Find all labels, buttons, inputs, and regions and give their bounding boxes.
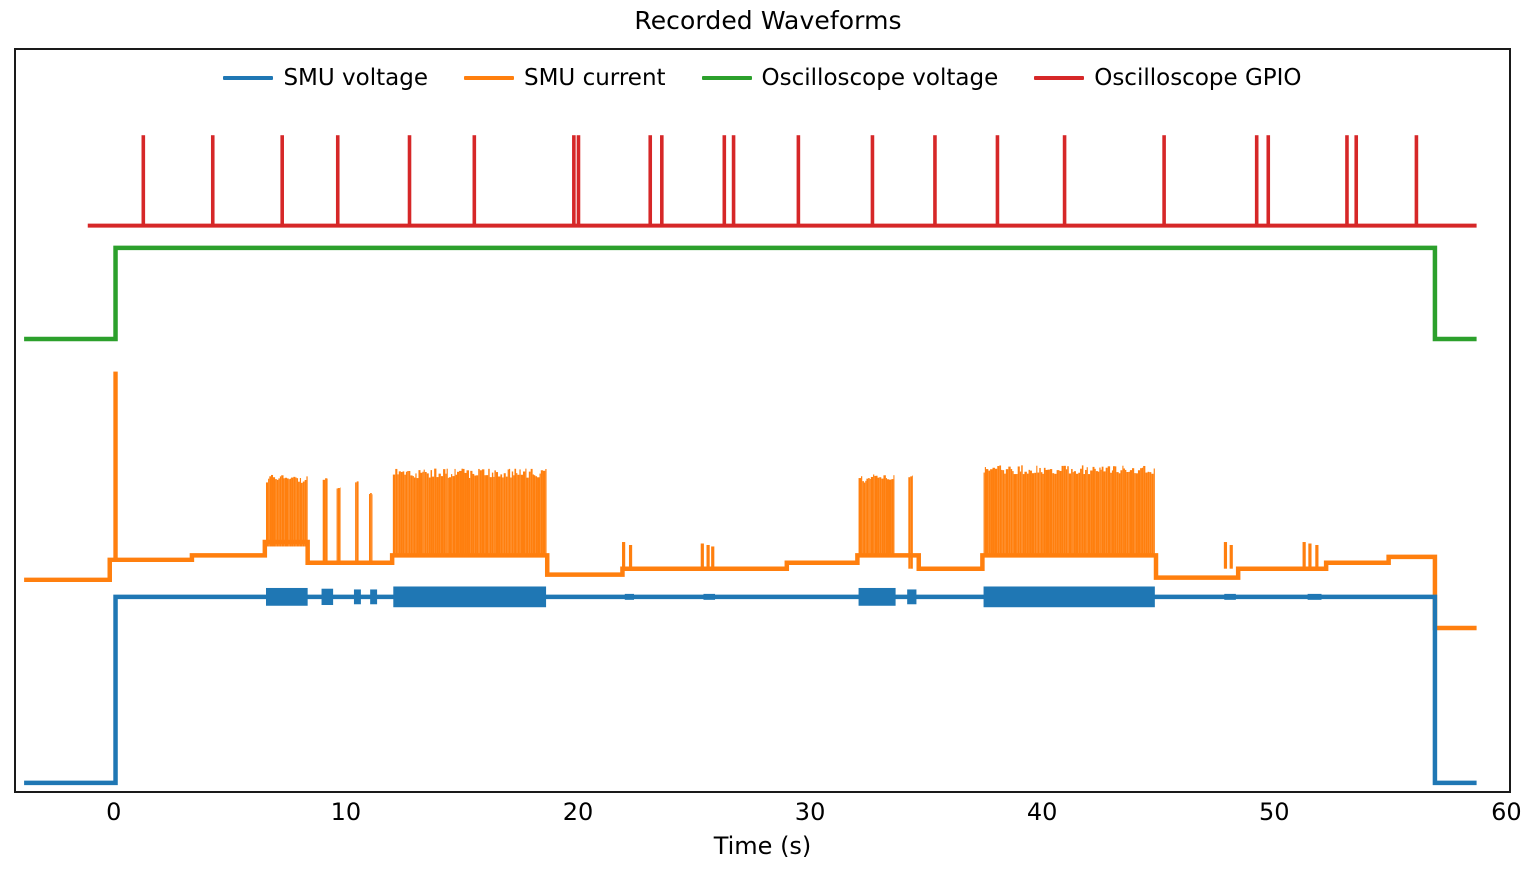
page-title: Recorded Waveforms <box>634 6 902 35</box>
x-tick-40: 40 <box>1026 798 1058 826</box>
x-tick-20: 20 <box>562 798 594 826</box>
x-tick-60: 60 <box>1491 798 1522 826</box>
x-axis-label: Time (s) <box>713 832 812 860</box>
x-tick-10: 10 <box>330 798 362 826</box>
series-oscilloscope-voltage <box>24 245 1477 342</box>
series-oscilloscope-gpio <box>87 135 1477 228</box>
x-tick-50: 50 <box>1258 798 1290 826</box>
x-axis-tick-labels: 0 10 20 30 40 50 60 <box>0 798 1536 834</box>
waveform-plot <box>24 135 1477 786</box>
x-tick-0: 0 <box>106 798 122 826</box>
x-tick-30: 30 <box>794 798 826 826</box>
series-smu-current <box>24 371 1477 631</box>
plot-area <box>14 48 1511 793</box>
series-smu-voltage <box>24 586 1477 786</box>
